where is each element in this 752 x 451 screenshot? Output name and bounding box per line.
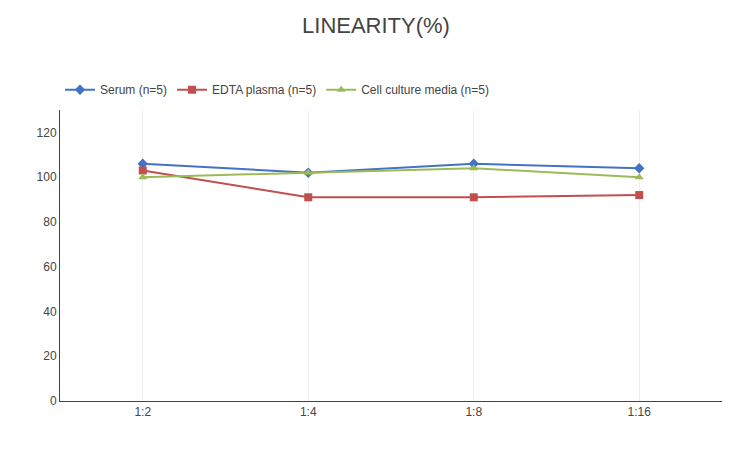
svg-text:80: 80	[43, 215, 57, 229]
svg-text:LINEARITY(%): LINEARITY(%)	[302, 13, 450, 38]
svg-text:100: 100	[37, 170, 57, 184]
svg-text:Cell culture media (n=5): Cell culture media (n=5)	[361, 83, 489, 97]
svg-text:EDTA plasma (n=5): EDTA plasma (n=5)	[212, 83, 316, 97]
svg-text:40: 40	[43, 305, 57, 319]
svg-text:1:8: 1:8	[465, 405, 482, 419]
svg-text:Serum (n=5): Serum (n=5)	[100, 83, 167, 97]
svg-text:20: 20	[43, 349, 57, 363]
svg-text:0: 0	[50, 394, 57, 408]
svg-text:60: 60	[43, 260, 57, 274]
svg-text:1:2: 1:2	[134, 405, 151, 419]
svg-text:120: 120	[37, 126, 57, 140]
svg-text:1:4: 1:4	[300, 405, 317, 419]
svg-text:1:16: 1:16	[628, 405, 652, 419]
